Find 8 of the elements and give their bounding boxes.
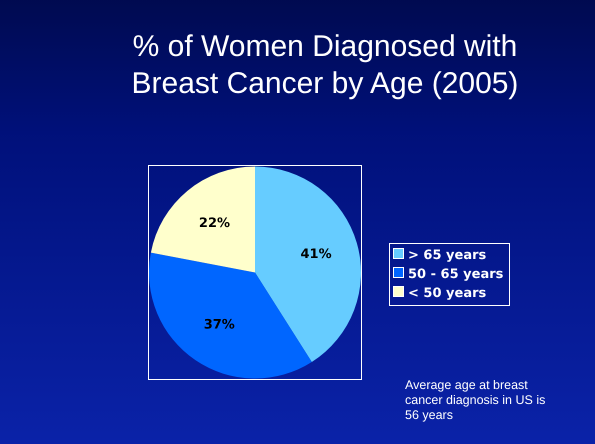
data-label: 41%	[300, 247, 332, 262]
data-label: 22%	[198, 216, 230, 231]
legend-label: 50 - 65 years	[407, 266, 504, 284]
legend-label: < 50 years	[407, 285, 488, 303]
data-label: 37%	[204, 317, 235, 332]
slice-label: > 65 years	[407, 247, 488, 265]
text: Average age at breast cancer diagnosis in US is 56 years	[405, 378, 546, 423]
chart-title: % of Women Diagnosed with Breast Cancer by Age (2005)	[130, 29, 520, 102]
